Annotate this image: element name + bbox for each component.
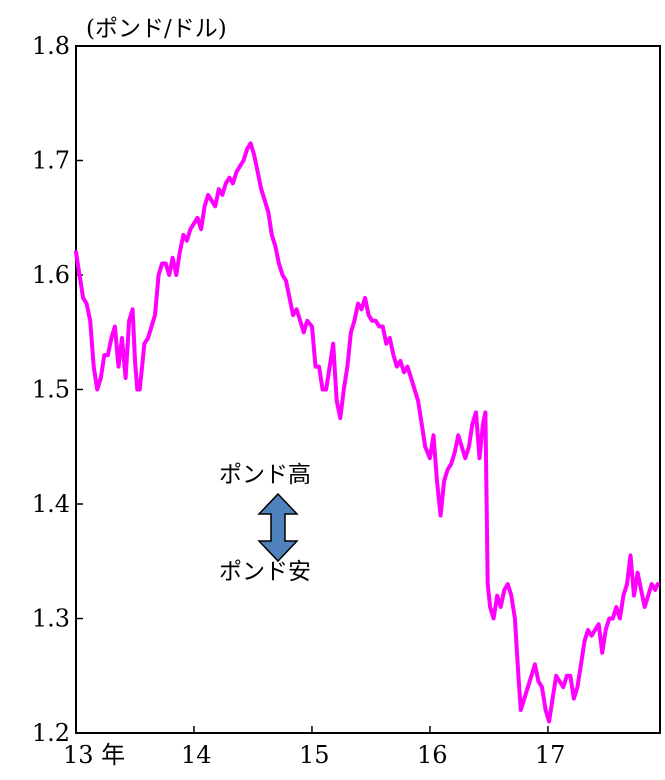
y-tick-label: 1.4: [32, 490, 70, 518]
y-axis-unit-label: (ポンド/ドル): [86, 16, 227, 42]
double-arrow-icon: [257, 492, 299, 563]
plot-area: [75, 45, 661, 734]
x-axis: 13 年 14 15 16 17: [63, 726, 565, 769]
y-tick-label: 1.2: [32, 719, 70, 747]
x-tick-label: 16: [417, 741, 448, 769]
x-tick-label: 17: [535, 741, 566, 769]
x-tick-label: 15: [299, 741, 330, 769]
y-tick-label: 1.7: [32, 147, 70, 175]
y-tick-label: 1.8: [32, 32, 70, 60]
gbp-usd-line: [74, 141, 660, 724]
y-tick-label: 1.5: [32, 376, 70, 404]
y-axis: 1.2 1.3 1.4 1.5 1.6 1.7 1.8: [32, 32, 83, 747]
y-tick-label: 1.3: [32, 605, 70, 633]
pound-up-label: ポンド高: [219, 462, 311, 488]
y-tick-label: 1.6: [32, 261, 70, 289]
x-tick-label: 14: [181, 741, 212, 769]
x-tick-label: 13 年: [63, 741, 125, 769]
plot-border: [75, 45, 661, 734]
pound-down-label: ポンド安: [219, 559, 311, 585]
direction-annotation: ポンド高 ポンド安: [219, 462, 311, 585]
series-group: [74, 141, 660, 724]
